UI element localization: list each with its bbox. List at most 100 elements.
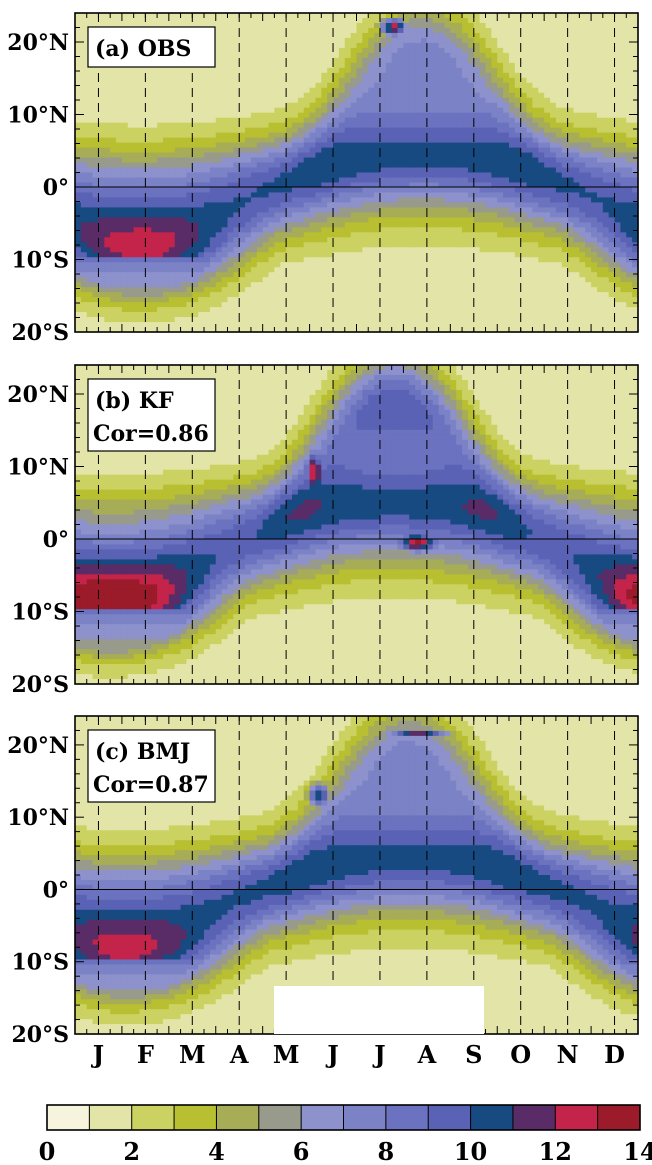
field-cell	[333, 132, 340, 139]
field-cell	[139, 237, 146, 243]
field-cell	[391, 232, 399, 238]
field-cell	[233, 87, 240, 94]
field-cell	[450, 287, 457, 293]
field-cell	[151, 102, 158, 109]
field-cell	[338, 217, 346, 223]
field-cell	[239, 222, 246, 228]
field-cell	[432, 302, 440, 308]
field-cell	[526, 197, 534, 203]
field-cell	[309, 132, 317, 139]
field-cell	[162, 122, 170, 129]
field-cell	[385, 117, 393, 124]
field-cell	[174, 67, 182, 74]
field-cell	[168, 117, 176, 124]
field-cell	[280, 87, 287, 94]
field-cell	[309, 117, 317, 124]
field-cell	[415, 17, 422, 24]
field-cell	[174, 13, 182, 19]
field-cell	[491, 92, 498, 99]
field-cell	[368, 172, 375, 179]
field-cell	[139, 172, 146, 179]
field-cell	[421, 92, 428, 99]
field-cell	[479, 157, 487, 164]
field-cell	[403, 17, 410, 24]
field-cell	[221, 247, 229, 253]
field-cell	[186, 267, 193, 273]
field-cell	[133, 102, 141, 109]
field-cell	[456, 292, 463, 298]
field-cell	[491, 117, 498, 124]
field-cell	[92, 87, 100, 94]
field-cell	[274, 132, 281, 139]
field-cell	[233, 22, 240, 29]
field-cell	[432, 257, 440, 263]
field-cell	[256, 137, 264, 144]
field-cell	[514, 292, 522, 298]
field-cell	[344, 102, 352, 109]
field-cell	[127, 237, 135, 243]
field-cell	[280, 197, 287, 203]
field-cell	[438, 302, 446, 308]
field-cell	[221, 257, 229, 263]
field-cell	[110, 172, 117, 179]
field-cell	[162, 222, 170, 228]
field-cell	[379, 192, 387, 199]
field-cell	[491, 87, 498, 94]
field-cell	[145, 22, 152, 29]
field-cell	[485, 52, 492, 59]
field-cell	[368, 102, 375, 109]
field-cell	[450, 292, 457, 298]
field-cell	[204, 87, 211, 94]
field-cell	[268, 147, 275, 154]
field-cell	[92, 202, 100, 208]
field-cell	[327, 167, 334, 174]
field-cell	[291, 247, 299, 253]
field-cell	[415, 172, 422, 179]
field-cell	[86, 292, 94, 298]
field-cell	[514, 102, 522, 109]
field-cell	[385, 277, 393, 283]
field-cell	[526, 202, 534, 208]
field-cell	[467, 147, 475, 154]
field-cell	[151, 137, 158, 144]
field-cell	[338, 87, 346, 94]
field-cell	[291, 302, 299, 308]
field-cell	[297, 62, 305, 69]
field-cell	[274, 167, 281, 174]
field-cell	[403, 252, 410, 258]
field-cell	[80, 152, 88, 159]
field-cell	[362, 182, 369, 189]
field-cell	[121, 302, 129, 308]
field-cell	[291, 242, 299, 248]
field-cell	[192, 117, 199, 124]
field-cell	[221, 237, 229, 243]
field-cell	[174, 17, 182, 24]
field-cell	[362, 187, 369, 194]
field-cell	[497, 122, 504, 129]
field-cell	[110, 327, 117, 333]
field-cell	[415, 282, 422, 288]
field-cell	[162, 72, 170, 79]
field-cell	[245, 247, 252, 253]
field-cell	[233, 262, 240, 268]
field-cell	[104, 267, 111, 273]
field-cell	[180, 307, 188, 313]
field-cell	[286, 177, 293, 184]
field-cell	[462, 167, 469, 174]
field-cell	[426, 87, 434, 94]
field-cell	[397, 327, 405, 333]
field-cell	[221, 162, 229, 169]
field-cell	[503, 17, 510, 24]
field-cell	[456, 62, 463, 69]
field-cell	[204, 102, 211, 109]
field-cell	[508, 77, 516, 84]
field-cell	[192, 252, 199, 258]
field-cell	[145, 112, 152, 119]
field-cell	[485, 282, 492, 288]
field-cell	[356, 82, 363, 89]
field-cell	[444, 182, 451, 189]
field-cell	[526, 37, 534, 44]
field-cell	[186, 13, 193, 19]
field-cell	[92, 217, 100, 223]
field-cell	[497, 102, 504, 109]
